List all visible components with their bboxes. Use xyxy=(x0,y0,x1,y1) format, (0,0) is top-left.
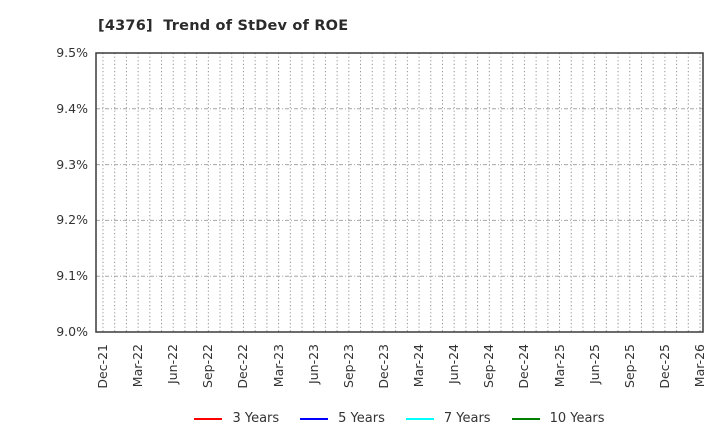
y-tick-label: 9.3% xyxy=(56,156,88,172)
legend-line-swatch xyxy=(300,418,329,420)
y-tick-label: 9.4% xyxy=(56,100,88,116)
y-tick-label: 9.2% xyxy=(56,212,88,228)
x-tick-label-text: Jun-23 xyxy=(305,344,321,384)
legend: 3 Years 5 Years 7 Years 10 Years xyxy=(96,407,703,431)
x-tick-label-text: Jun-24 xyxy=(446,344,462,384)
x-tick-label-text: Dec-21 xyxy=(95,344,110,389)
y-tick-label: 9.5% xyxy=(56,45,88,60)
x-tick-label-text: Sep-23 xyxy=(340,344,356,388)
x-tick-label-text: Mar-25 xyxy=(551,344,567,388)
x-tick-label-text: Sep-25 xyxy=(621,344,637,388)
legend-label: 10 Years xyxy=(549,411,605,426)
legend-label: 7 Years xyxy=(443,411,491,426)
x-tick-label: Mar-26 xyxy=(692,340,720,387)
x-tick-label-text: Mar-26 xyxy=(692,344,707,388)
legend-line-swatch xyxy=(194,418,223,420)
x-tick-label-text: Jun-22 xyxy=(165,344,181,384)
x-tick-label-text: Mar-24 xyxy=(411,344,427,388)
x-tick-label-text: Sep-22 xyxy=(200,344,216,388)
x-tick-label-text: Dec-24 xyxy=(516,344,532,389)
x-tick-label-text: Sep-24 xyxy=(481,344,497,388)
legend-label: 5 Years xyxy=(338,411,385,426)
legend-item: 3 Years xyxy=(194,411,279,427)
legend-label: 3 Years xyxy=(232,411,280,426)
legend-item: 5 Years xyxy=(300,411,385,427)
x-tick-label-text: Mar-22 xyxy=(130,344,146,388)
y-tick-label: 9.1% xyxy=(56,268,88,284)
x-tick-label-text: Dec-22 xyxy=(235,344,251,389)
x-tick-label-text: Dec-25 xyxy=(656,344,672,389)
x-tick-label-text: Jun-25 xyxy=(586,344,602,384)
legend-item: 10 Years xyxy=(511,411,605,427)
legend-line-swatch xyxy=(405,418,434,420)
legend-line-swatch xyxy=(511,418,540,420)
legend-item: 7 Years xyxy=(405,411,491,427)
y-tick-label: 9.0% xyxy=(56,324,88,339)
x-tick-label-text: Dec-23 xyxy=(375,344,391,389)
chart-title: [4376] Trend of StDev of ROE xyxy=(98,18,349,34)
x-tick-label-text: Mar-23 xyxy=(270,344,286,388)
plot-frame xyxy=(95,52,704,333)
